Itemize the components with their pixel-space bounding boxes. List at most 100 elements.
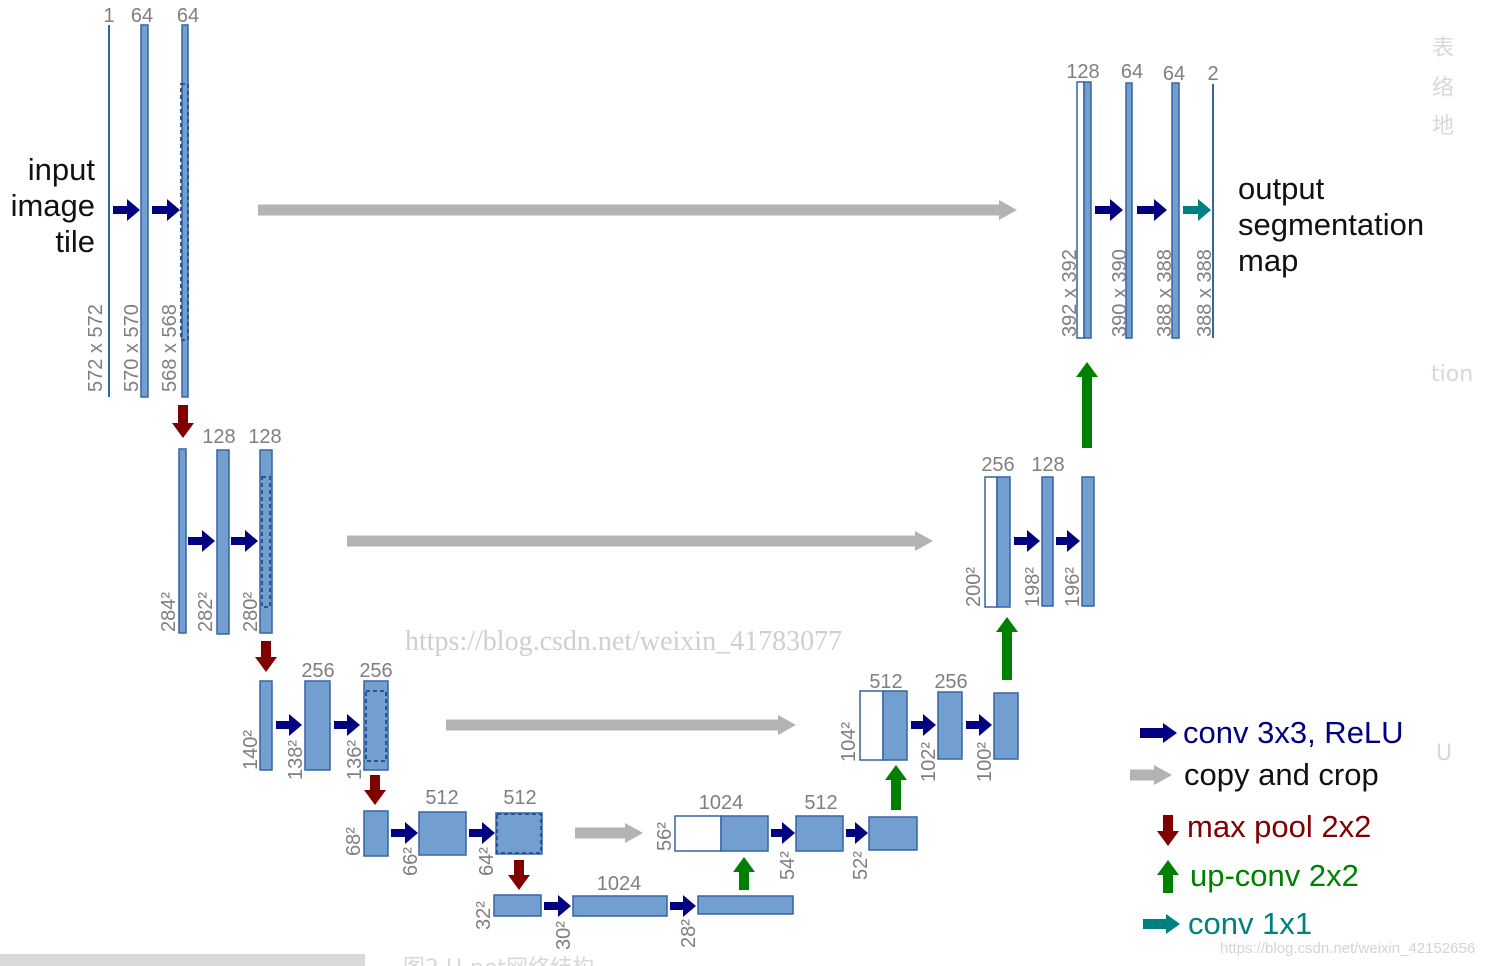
channel-label: 256: [301, 660, 334, 682]
up-conv-arrow-icon: [1076, 362, 1098, 448]
feature-map: [1041, 476, 1054, 607]
feature-map: [140, 24, 149, 398]
size-label: 136²: [344, 740, 366, 780]
feature-map: [572, 895, 668, 917]
legend-copy-arrow-icon: [1130, 765, 1172, 785]
conv-arrow-icon: [334, 714, 360, 736]
crop-region: [496, 813, 542, 854]
crop-region: [180, 83, 189, 341]
input-label: tile: [55, 224, 95, 259]
feature-map: [178, 448, 187, 634]
conv-arrow-icon: [231, 530, 258, 552]
copy-crop-arrow-icon: [446, 715, 796, 735]
channel-label: 512: [425, 787, 458, 809]
size-label: 28²: [678, 919, 700, 948]
text-fragment: 表: [1432, 36, 1454, 61]
size-label: 198²: [1022, 567, 1044, 607]
feature-map: [1081, 476, 1095, 607]
input-label: image: [11, 188, 95, 223]
feature-map: [259, 449, 273, 634]
feature-map: [363, 810, 389, 857]
channel-label: 128: [202, 426, 235, 448]
feature-map: [363, 680, 389, 771]
size-label: 200²: [963, 567, 985, 607]
legend-label: conv 1x1: [1188, 906, 1312, 941]
feature-map-copied: [984, 476, 998, 608]
size-label: 196²: [1062, 567, 1084, 607]
channel-label: 256: [934, 671, 967, 693]
conv-arrow-icon: [276, 714, 302, 736]
max-pool-arrow-icon: [508, 860, 530, 890]
size-label: 68²: [343, 827, 365, 856]
legend-pool-arrow-icon: [1157, 815, 1179, 846]
conv-arrow-icon: [846, 822, 868, 844]
size-label: 30²: [553, 921, 575, 950]
channel-label: 128: [1031, 454, 1064, 476]
up-conv-arrow-icon: [885, 765, 907, 810]
conv-arrow-icon: [1014, 530, 1040, 552]
text-fragment: 络: [1432, 76, 1454, 101]
text-fragment: 地: [1432, 114, 1454, 139]
channel-label: 256: [359, 660, 392, 682]
channel-label: 1: [103, 5, 114, 27]
feature-map: [937, 691, 963, 760]
size-label: 100²: [974, 742, 996, 782]
feature-map: [996, 476, 1011, 608]
size-label: 568 x 568: [159, 304, 181, 392]
conv-arrow-icon: [113, 199, 140, 221]
size-label: 54²: [777, 851, 799, 880]
conv-arrow-icon: [966, 714, 992, 736]
conv-arrow-icon: [911, 714, 936, 736]
watermark-text: https://blog.csdn.net/weixin_42152656: [1220, 940, 1475, 957]
scroll-edge: [0, 954, 365, 966]
input-label: input: [28, 152, 96, 187]
size-label: 388 x 388: [1194, 249, 1216, 337]
legend-label: max pool 2x2: [1187, 809, 1371, 844]
feature-map: [882, 690, 908, 761]
max-pool-arrow-icon: [364, 775, 386, 805]
size-label: 390 x 390: [1109, 249, 1131, 337]
size-label: 138²: [285, 740, 307, 780]
output-label: segmentation: [1238, 207, 1424, 242]
feature-map: [216, 449, 230, 635]
feature-map: [993, 692, 1019, 760]
conv-arrow-icon: [152, 199, 180, 221]
feature-map: [418, 811, 467, 856]
max-pool-arrow-icon: [255, 641, 277, 672]
legend-conv1x1-arrow-icon: [1143, 914, 1180, 934]
size-label: 52²: [850, 851, 872, 880]
conv-arrow-icon: [1095, 199, 1123, 221]
feature-map: [1125, 82, 1133, 339]
feature-map: [1171, 82, 1180, 339]
conv1x1-arrow-icon: [1183, 199, 1211, 221]
conv-arrow-icon: [544, 895, 571, 917]
legend-label: up-conv 2x2: [1190, 858, 1359, 893]
feature-map: [493, 894, 542, 917]
copy-crop-arrow-icon: [575, 823, 643, 843]
up-conv-arrow-icon: [996, 617, 1018, 680]
text-fragment: U: [1436, 741, 1452, 766]
legend-conv-arrow-icon: [1140, 723, 1177, 743]
channel-label: 64: [1163, 63, 1185, 85]
channel-label: 128: [248, 426, 281, 448]
channel-label: 128: [1066, 61, 1099, 83]
feature-map: [720, 815, 769, 852]
size-label: 282²: [195, 592, 217, 632]
up-conv-arrow-icon: [733, 857, 755, 890]
output-label: map: [1238, 243, 1298, 278]
feature-map-copied: [859, 690, 884, 761]
size-label: 56²: [654, 822, 676, 851]
output-label: output: [1238, 171, 1325, 206]
channel-label: 64: [177, 5, 199, 27]
size-label: 140²: [240, 730, 262, 770]
size-label: 66²: [400, 847, 422, 876]
max-pool-arrow-icon: [172, 405, 194, 438]
conv-arrow-icon: [391, 822, 418, 844]
conv-arrow-icon: [670, 895, 696, 917]
caption-fragment: 图2 U-net网络结构: [403, 956, 594, 966]
channel-label: 1024: [597, 873, 642, 895]
conv-arrow-icon: [188, 530, 215, 552]
watermark-text: https://blog.csdn.net/weixin_41783077: [405, 626, 842, 657]
crop-region: [261, 476, 271, 608]
